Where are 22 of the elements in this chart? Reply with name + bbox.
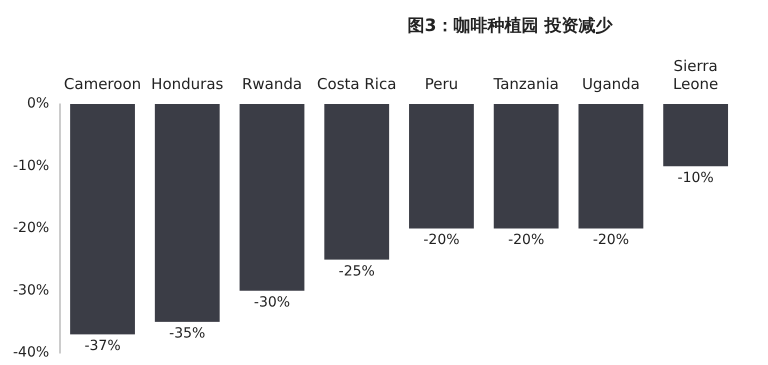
data-label: -20% (508, 232, 544, 248)
data-label: -25% (338, 263, 375, 280)
data-label: -37% (84, 338, 121, 354)
x-tick-label: Rwanda (242, 74, 302, 93)
y-tick-label: -10% (12, 158, 50, 174)
x-tick-label: Tanzania (492, 74, 559, 93)
data-label: -10% (678, 170, 714, 186)
x-tick-label: Peru (424, 74, 458, 93)
data-label: -20% (423, 232, 460, 248)
x-tick-label: Honduras (151, 74, 224, 93)
data-label: -35% (169, 326, 206, 342)
y-tick-label: 0% (26, 96, 50, 112)
x-tick-label: Sierra Leone (673, 56, 718, 93)
data-label: -20% (592, 232, 629, 248)
x-tick-label: Cameroon (64, 74, 142, 93)
x-tick-label: Costa Rica (317, 74, 396, 93)
chart-title: 图3：咖啡种植园 投资减少 (406, 15, 614, 37)
y-tick-label: -20% (12, 220, 50, 236)
y-tick-label: -30% (12, 282, 50, 298)
data-label: -30% (254, 294, 290, 310)
x-tick-label: Uganda (582, 74, 640, 93)
y-tick-label: -40% (12, 344, 50, 361)
